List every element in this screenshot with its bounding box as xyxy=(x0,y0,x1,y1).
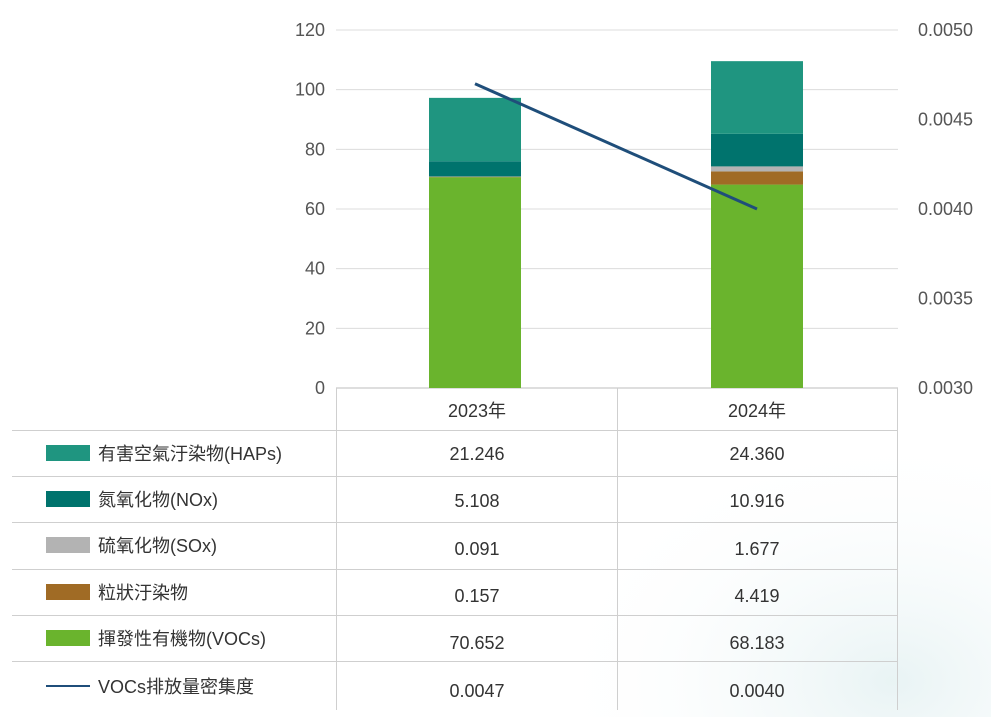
row-label-text: 氮氧化物(NOx) xyxy=(98,490,218,510)
column-header-2023: 2023年 xyxy=(447,401,507,421)
row-label-text: 粒狀汙染物 xyxy=(98,583,188,603)
legend-swatch-sox xyxy=(46,537,90,553)
right-tick-label: 0.0050 xyxy=(918,20,973,40)
left-tick-label: 0 xyxy=(315,378,325,398)
legend-swatch-haps xyxy=(46,445,90,461)
bar-segment xyxy=(711,133,803,167)
table-cell: 24.360 xyxy=(729,444,785,464)
intensity-line-path xyxy=(474,82,758,211)
table-rule xyxy=(12,615,897,616)
bar-segment xyxy=(711,184,803,388)
table-cell: 4.419 xyxy=(734,586,780,606)
row-label-text: 硫氧化物(SOx) xyxy=(98,536,217,556)
row-label-text: VOCs排放量密集度 xyxy=(98,677,255,697)
table-divider xyxy=(617,388,618,710)
row-label-nox: 氮氧化物(NOx) xyxy=(46,476,218,522)
intensity-line xyxy=(474,82,758,211)
left-tick-label: 100 xyxy=(295,80,325,100)
bar-segment xyxy=(429,161,521,177)
table-divider xyxy=(336,388,337,710)
legend-swatch-vocs xyxy=(46,630,90,646)
left-tick-label: 20 xyxy=(305,318,325,338)
table-cell: 10.916 xyxy=(729,491,785,511)
column-header-2024: 2024年 xyxy=(727,401,787,421)
right-tick-label: 0.0045 xyxy=(918,110,973,130)
left-axis: 0 20 40 60 80 100 120 xyxy=(295,20,325,398)
chart: 0 20 40 60 80 100 120 0.0030 0.0035 0.0040 0.0045… xyxy=(295,20,973,398)
table-cell: 0.091 xyxy=(454,539,500,559)
right-tick-label: 0.0040 xyxy=(918,199,973,219)
table-divider xyxy=(897,388,898,710)
row-label-particulate: 粒狀汙染物 xyxy=(46,569,188,615)
table-cell: 5.108 xyxy=(454,491,500,511)
row-label-text: 有害空氣汙染物(HAPs) xyxy=(98,444,282,464)
table-rule xyxy=(12,430,897,431)
table-rule xyxy=(12,476,897,477)
left-tick-label: 80 xyxy=(305,139,325,159)
legend-swatch-nox xyxy=(46,491,90,507)
table-rule xyxy=(12,522,897,523)
right-tick-label: 0.0030 xyxy=(918,378,973,398)
row-label-haps: 有害空氣汙染物(HAPs) xyxy=(46,430,282,476)
row-label-sox: 硫氧化物(SOx) xyxy=(46,522,217,568)
table-cell: 1.677 xyxy=(734,539,780,559)
table-cell: 0.0040 xyxy=(729,681,785,701)
bars xyxy=(429,61,803,388)
left-tick-label: 40 xyxy=(305,259,325,279)
left-tick-label: 120 xyxy=(295,20,325,40)
bar-segment xyxy=(711,61,803,134)
table-cell: 21.246 xyxy=(449,444,505,464)
row-label-intensity: VOCs排放量密集度 xyxy=(46,663,254,709)
row-label-text: 揮發性有機物(VOCs) xyxy=(98,629,266,649)
table-cell: 70.652 xyxy=(449,633,505,653)
bar-segment xyxy=(429,97,521,162)
table-rule xyxy=(12,569,897,570)
bar-segment xyxy=(429,177,521,388)
left-tick-label: 60 xyxy=(305,199,325,219)
right-axis: 0.0030 0.0035 0.0040 0.0045 0.0050 xyxy=(918,20,973,398)
table-rule xyxy=(12,661,897,662)
bar-segment xyxy=(711,166,803,172)
right-tick-label: 0.0035 xyxy=(918,289,973,309)
table-cell: 68.183 xyxy=(729,633,785,653)
table-cell: 0.0047 xyxy=(449,681,505,701)
legend-swatch-intensity xyxy=(46,685,90,687)
legend-swatch-particulate xyxy=(46,584,90,600)
bar-segment xyxy=(711,171,803,185)
row-label-vocs: 揮發性有機物(VOCs) xyxy=(46,615,266,661)
table-cell: 0.157 xyxy=(454,586,500,606)
